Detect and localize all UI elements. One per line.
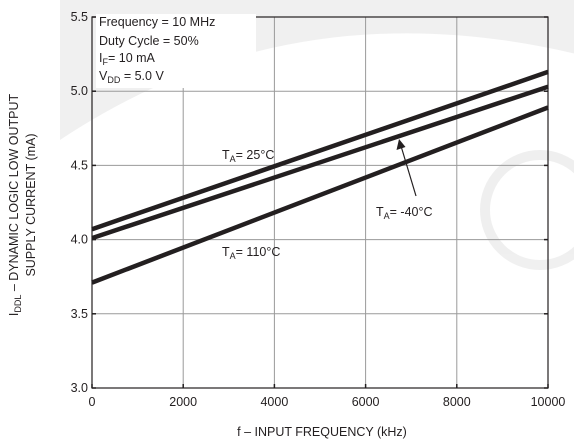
x-axis-label: f – INPUT FREQUENCY (kHz) (237, 425, 407, 439)
y-tick-label: 3.5 (71, 307, 88, 321)
condition-frequency: Frequency = 10 MHz (99, 15, 215, 29)
x-tick-label: 6000 (352, 395, 380, 409)
grid (92, 17, 548, 388)
y-tick-label: 5.0 (71, 84, 88, 98)
arrow-head (396, 139, 406, 150)
label-25c: TA= 25°C (222, 148, 274, 164)
y-axis-label-line2: SUPPLY CURRENT (mA) (24, 133, 38, 276)
series-labels: TA= 25°C TA= -40°C TA= 110°C (222, 139, 433, 261)
condition-supply-voltage: VDD = 5.0 V (99, 69, 164, 85)
y-tick-label: 5.5 (71, 10, 88, 24)
y-tick-label: 4.5 (71, 158, 88, 172)
conditions-box: Frequency = 10 MHz Duty Cycle = 50% IF= … (96, 14, 256, 88)
tick-labels: 0 2000 4000 6000 8000 10000 3.0 3.5 4.0 4.5 5.0 5.5 (71, 10, 566, 409)
condition-forward-current: IF= 10 mA (99, 51, 156, 67)
x-tick-label: 8000 (443, 395, 471, 409)
y-axis-label-line1: IDDL – DYNAMIC LOGIC LOW OUTPUT (7, 94, 23, 317)
arrow-shaft (400, 145, 417, 197)
y-tick-label: 3.0 (71, 381, 88, 395)
arrow-minus40c (396, 139, 417, 197)
condition-duty-cycle: Duty Cycle = 50% (99, 34, 199, 48)
label-110c: TA= 110°C (222, 245, 280, 261)
series-line-110c (91, 105, 549, 285)
plot-area: 0 2000 4000 6000 8000 10000 3.0 3.5 4.0 4.5 5.0 5.5 (71, 10, 566, 409)
series-line-25c (91, 69, 549, 232)
y-axis-label: IDDL – DYNAMIC LOGIC LOW OUTPUT SUPPLY C… (7, 94, 38, 317)
series-line-minus40c (91, 84, 549, 241)
series-layer (91, 69, 549, 285)
plot-frame (91, 16, 549, 389)
conditions-background (96, 14, 256, 88)
x-tick-label: 2000 (169, 395, 197, 409)
x-tick-label: 4000 (260, 395, 288, 409)
label-minus40c: TA= -40°C (376, 205, 433, 221)
x-tick-label: 10000 (531, 395, 566, 409)
y-tick-label: 4.0 (71, 233, 88, 247)
x-tick-label: 0 (89, 395, 96, 409)
watermark-registered-mark (480, 150, 574, 270)
